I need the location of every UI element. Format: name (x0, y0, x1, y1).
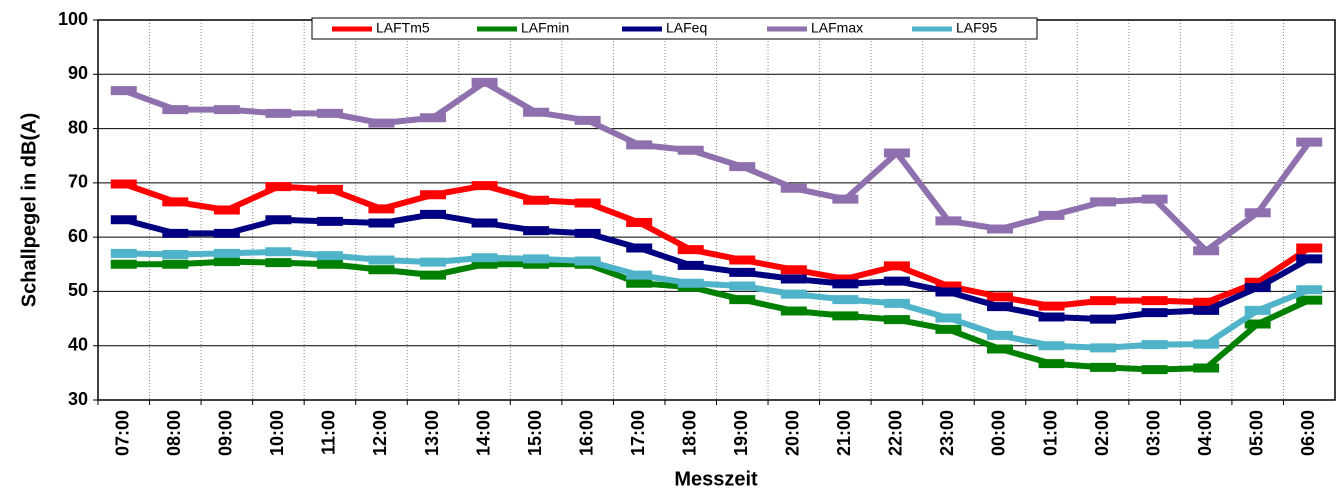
legend-label: LAFTm5 (376, 20, 430, 36)
y-axis-label: Schallpegel in dB(A) (18, 113, 40, 307)
x-tick-label: 03:00 (1143, 410, 1163, 456)
x-tick-label: 02:00 (1092, 410, 1112, 456)
legend-label: LAF95 (956, 20, 997, 36)
x-tick-label: 13:00 (422, 410, 442, 456)
y-tick-label: 80 (68, 117, 88, 137)
x-tick-label: 08:00 (164, 410, 184, 456)
x-tick-label: 06:00 (1298, 410, 1318, 456)
x-tick-label: 05:00 (1246, 410, 1266, 456)
legend-label: LAFmax (811, 20, 863, 36)
x-tick-label: 10:00 (267, 410, 287, 456)
x-tick-label: 11:00 (319, 410, 339, 455)
legend-box (311, 17, 1038, 40)
x-tick-label: 20:00 (783, 410, 803, 456)
x-tick-label: 07:00 (113, 410, 133, 456)
y-tick-label: 40 (68, 334, 88, 354)
legend-label: LAFeq (666, 20, 707, 36)
x-tick-label: 17:00 (628, 410, 648, 456)
x-tick-label: 01:00 (1040, 410, 1060, 456)
x-tick-label: 23:00 (937, 410, 957, 456)
y-tick-label: 90 (68, 63, 88, 83)
y-tick-label: 70 (68, 172, 88, 192)
legend-label: LAFmin (521, 20, 569, 36)
x-tick-label: 04:00 (1195, 410, 1215, 456)
x-tick-label: 09:00 (216, 410, 236, 456)
x-tick-label: 12:00 (370, 410, 390, 456)
x-tick-label: 14:00 (473, 410, 493, 456)
x-tick-label: 00:00 (989, 410, 1009, 456)
x-tick-label: 18:00 (679, 410, 699, 456)
y-tick-label: 60 (68, 226, 88, 246)
x-axis-label: Messzeit (674, 468, 758, 490)
x-tick-label: 22:00 (886, 410, 906, 456)
x-tick-label: 19:00 (731, 410, 751, 456)
y-tick-label: 50 (68, 280, 88, 300)
x-tick-label: 15:00 (525, 410, 545, 456)
y-tick-label: 100 (58, 9, 88, 29)
x-tick-label: 21:00 (834, 410, 854, 456)
x-tick-label: 16:00 (576, 410, 596, 456)
y-tick-label: 30 (68, 389, 88, 409)
